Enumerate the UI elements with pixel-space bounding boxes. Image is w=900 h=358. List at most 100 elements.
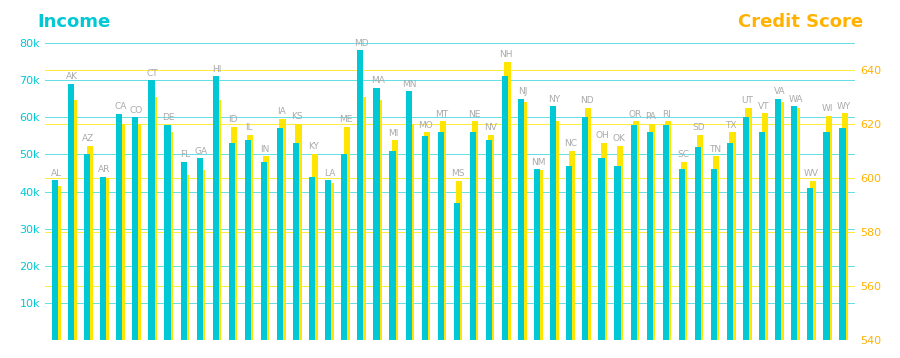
Text: KS: KS: [292, 112, 303, 121]
Bar: [119, 124, 125, 340]
Bar: [245, 140, 251, 340]
Bar: [616, 146, 623, 340]
Bar: [695, 147, 701, 340]
Bar: [424, 132, 430, 340]
Text: LA: LA: [324, 169, 335, 178]
Text: VT: VT: [758, 102, 770, 111]
Text: OH: OH: [596, 131, 609, 140]
Bar: [456, 181, 463, 340]
Bar: [646, 132, 652, 340]
Bar: [196, 158, 202, 340]
Bar: [86, 146, 93, 340]
Bar: [601, 143, 607, 340]
Bar: [295, 124, 302, 340]
Text: NE: NE: [468, 110, 481, 119]
Text: AL: AL: [50, 169, 62, 178]
Bar: [165, 125, 171, 340]
Text: IL: IL: [246, 123, 253, 132]
Text: UT: UT: [742, 96, 753, 105]
Bar: [293, 143, 299, 340]
Bar: [729, 132, 735, 340]
Text: NJ: NJ: [518, 87, 527, 96]
Bar: [70, 100, 77, 340]
Bar: [421, 136, 428, 340]
Bar: [437, 132, 444, 340]
Bar: [135, 124, 141, 340]
Text: ME: ME: [338, 115, 352, 124]
Bar: [598, 158, 605, 340]
Bar: [215, 100, 221, 340]
Text: VA: VA: [774, 87, 786, 96]
Bar: [392, 140, 398, 340]
Bar: [518, 99, 524, 340]
Text: CO: CO: [130, 106, 143, 115]
Bar: [183, 175, 189, 340]
Bar: [633, 121, 639, 340]
Text: WY: WY: [837, 102, 850, 111]
Bar: [309, 176, 315, 340]
Text: ND: ND: [580, 96, 593, 105]
Bar: [840, 129, 846, 340]
Text: OK: OK: [612, 134, 625, 143]
Text: WI: WI: [822, 104, 833, 113]
Bar: [698, 135, 704, 340]
Text: CA: CA: [114, 102, 127, 111]
Bar: [376, 100, 382, 340]
Bar: [360, 97, 366, 340]
Text: TX: TX: [725, 121, 737, 130]
Bar: [631, 125, 636, 340]
Text: CT: CT: [147, 68, 158, 77]
Bar: [711, 169, 717, 340]
Text: NV: NV: [483, 123, 497, 132]
Bar: [502, 76, 508, 340]
Bar: [745, 108, 751, 340]
Bar: [585, 108, 591, 340]
Bar: [842, 113, 848, 340]
Bar: [794, 108, 800, 340]
Bar: [536, 170, 543, 340]
Bar: [311, 154, 318, 340]
Bar: [100, 176, 106, 340]
Text: AR: AR: [98, 165, 111, 174]
Bar: [148, 80, 155, 340]
Bar: [791, 106, 797, 340]
Text: NM: NM: [531, 158, 545, 166]
Text: Income: Income: [37, 13, 110, 31]
Bar: [229, 143, 235, 340]
Bar: [489, 135, 494, 340]
Text: Credit Score: Credit Score: [738, 13, 863, 31]
Text: AK: AK: [67, 72, 78, 81]
Bar: [166, 132, 173, 340]
Text: NY: NY: [548, 95, 561, 103]
Text: NC: NC: [564, 139, 577, 149]
Bar: [553, 121, 559, 340]
Bar: [181, 162, 186, 340]
Bar: [52, 180, 58, 340]
Bar: [520, 102, 526, 340]
Text: SC: SC: [677, 150, 689, 159]
Bar: [408, 124, 414, 340]
Bar: [54, 186, 60, 340]
Text: MI: MI: [389, 129, 399, 137]
Text: ID: ID: [229, 115, 238, 124]
Text: PA: PA: [645, 112, 656, 121]
Bar: [665, 121, 671, 340]
Bar: [582, 117, 589, 340]
Bar: [778, 102, 784, 340]
Bar: [261, 162, 267, 340]
Bar: [357, 50, 364, 340]
Bar: [212, 76, 219, 340]
Bar: [248, 135, 254, 340]
Bar: [486, 140, 492, 340]
Bar: [775, 99, 781, 340]
Text: WA: WA: [788, 95, 803, 103]
Bar: [406, 91, 411, 340]
Bar: [534, 169, 540, 340]
Bar: [743, 117, 749, 340]
Text: HI: HI: [212, 65, 221, 74]
Bar: [264, 156, 269, 340]
Bar: [84, 154, 90, 340]
Bar: [440, 121, 446, 340]
Bar: [277, 129, 284, 340]
Bar: [727, 143, 734, 340]
